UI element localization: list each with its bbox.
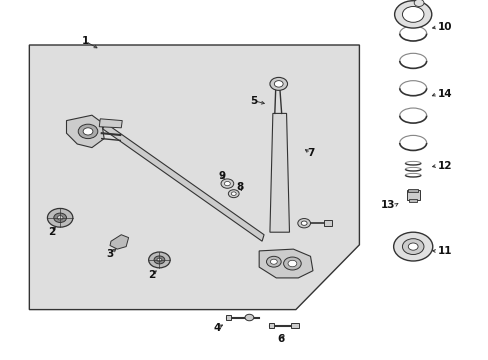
Text: 6: 6 [277,334,284,344]
Circle shape [266,256,281,267]
Circle shape [283,257,301,270]
Polygon shape [110,235,128,249]
Circle shape [57,216,63,220]
Circle shape [228,190,239,198]
Circle shape [157,258,162,262]
Circle shape [407,243,417,250]
Bar [268,323,273,328]
Circle shape [393,232,432,261]
Text: 9: 9 [219,171,225,181]
Circle shape [148,252,170,268]
Text: 4: 4 [213,323,221,333]
Text: 13: 13 [380,200,394,210]
Circle shape [221,179,233,188]
Text: 7: 7 [306,148,314,158]
Text: 14: 14 [437,89,451,99]
Polygon shape [99,119,122,128]
Circle shape [231,192,236,195]
Polygon shape [102,123,264,241]
Bar [408,199,416,202]
Polygon shape [259,249,312,278]
Circle shape [301,221,306,225]
Circle shape [83,128,93,135]
Text: 3: 3 [106,249,113,259]
Circle shape [54,213,66,222]
Polygon shape [66,115,104,148]
Circle shape [47,208,73,227]
Circle shape [402,239,423,255]
Polygon shape [269,113,289,232]
Bar [290,323,298,328]
Text: 2: 2 [148,270,155,280]
Circle shape [413,0,423,6]
Bar [406,190,419,200]
Text: 5: 5 [250,96,257,106]
Text: 1: 1 [82,36,89,46]
Text: 2: 2 [48,227,55,237]
Circle shape [274,81,283,87]
Circle shape [287,260,296,267]
Circle shape [297,219,310,228]
Text: 12: 12 [437,161,451,171]
Bar [225,315,230,320]
Circle shape [269,77,287,90]
Circle shape [402,6,423,22]
Bar [407,189,417,192]
Circle shape [244,314,253,321]
Circle shape [154,256,164,264]
Polygon shape [29,45,359,310]
Circle shape [270,259,277,264]
Bar [323,220,331,226]
Circle shape [224,181,230,186]
Circle shape [394,1,431,28]
Circle shape [78,124,98,139]
Text: 8: 8 [236,182,243,192]
Text: 11: 11 [437,246,451,256]
Text: 10: 10 [437,22,451,32]
